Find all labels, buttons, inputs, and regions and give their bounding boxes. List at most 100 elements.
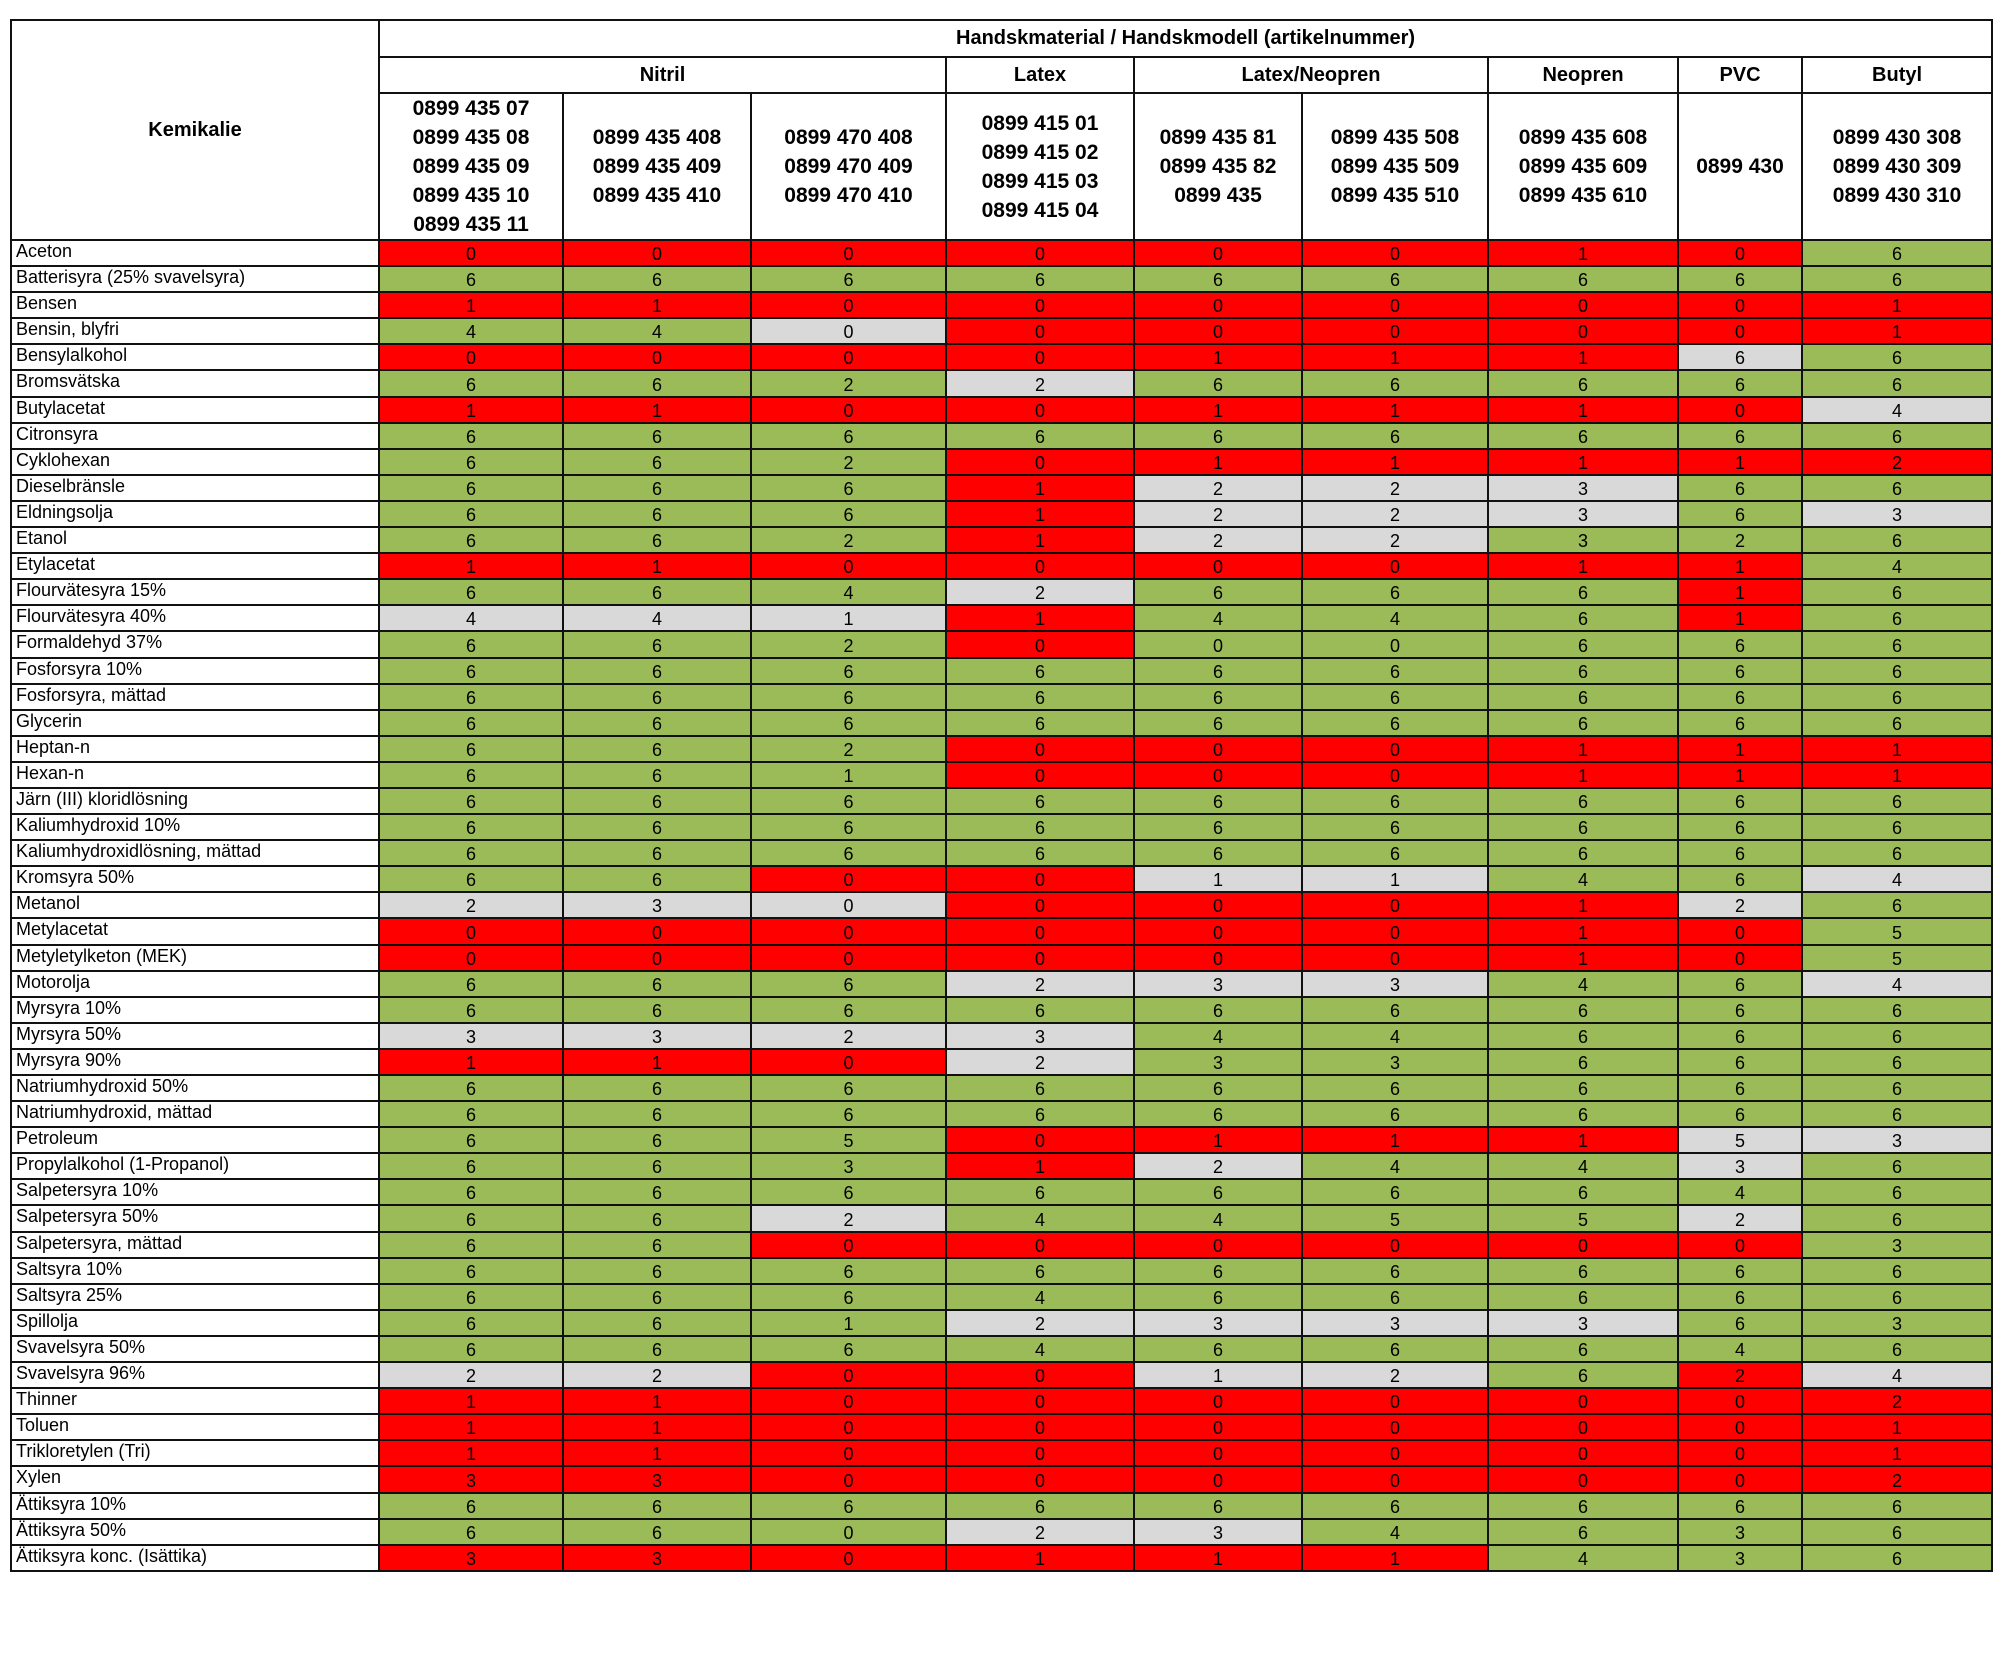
resistance-value-cell: 0 [945, 1230, 1135, 1259]
resistance-value-cell: 6 [1301, 1073, 1489, 1103]
resistance-value-cell: 6 [1301, 708, 1489, 737]
resistance-value-cell: 6 [1800, 1152, 1994, 1181]
resistance-value-cell: 6 [1800, 369, 1994, 398]
resistance-value-cell: 2 [945, 1308, 1135, 1337]
resistance-value-cell: 3 [378, 1543, 564, 1572]
table-row: Kaliumhydroxidlösning, mättad 6 6 6 6 6 6 6 6 6 [10, 839, 1994, 868]
resistance-value-cell: 6 [1800, 526, 1994, 555]
resistance-value-cell: 2 [1677, 526, 1803, 555]
resistance-value-cell: 1 [562, 1047, 752, 1077]
resistance-value-cell: 6 [1487, 1361, 1679, 1390]
resistance-value-cell: 6 [1677, 1073, 1803, 1103]
table-row: Fosforsyra 10% 6 6 6 6 6 6 6 6 6 [10, 656, 1994, 685]
resistance-value-cell: 6 [1677, 1021, 1803, 1050]
resistance-value-cell: 6 [1800, 813, 1994, 842]
article-number-cell: 0899 430 308 0899 430 309 0899 430 310 [1800, 92, 1994, 241]
resistance-value-cell: 0 [1677, 317, 1803, 346]
resistance-value-cell: 6 [1800, 839, 1994, 868]
resistance-value-cell: 6 [1677, 1308, 1803, 1337]
resistance-value-cell: 6 [1301, 369, 1489, 398]
article-number: 0899 435 608 [1518, 126, 1648, 149]
resistance-value-cell: 0 [378, 343, 564, 372]
resistance-value-cell: 1 [750, 604, 947, 633]
table-row: Ättiksyra 10% 6 6 6 6 6 6 6 6 6 [10, 1491, 1994, 1520]
resistance-value-cell: 1 [1800, 317, 1994, 346]
resistance-value-cell: 0 [750, 317, 947, 346]
article-number-cell: 0899 470 408 0899 470 409 0899 470 410 [750, 92, 947, 241]
resistance-value-cell: 3 [562, 891, 752, 920]
chemical-name: Ättiksyra konc. (Isättika) [10, 1543, 380, 1572]
resistance-value-cell: 6 [750, 473, 947, 502]
resistance-value-cell: 1 [1487, 395, 1679, 424]
article-number: 0899 435 09 [412, 155, 530, 178]
resistance-value-cell: 1 [1677, 760, 1803, 789]
table-row: Kaliumhydroxid 10% 6 6 6 6 6 6 6 6 6 [10, 813, 1994, 842]
resistance-value-cell: 0 [750, 917, 947, 946]
resistance-value-cell: 0 [1301, 1439, 1489, 1468]
resistance-value-cell: 3 [1301, 1047, 1489, 1077]
chemical-name: Bensin, blyfri [10, 317, 380, 346]
table-row: Aceton 0 0 0 0 0 0 1 0 6 [10, 238, 1994, 268]
resistance-value-cell: 6 [750, 656, 947, 685]
chemical-name: Motorolja [10, 969, 380, 998]
table-row: Flourvätesyra 15% 6 6 4 2 6 6 6 1 6 [10, 578, 1994, 607]
resistance-value-cell: 1 [1133, 1543, 1303, 1572]
resistance-value-cell: 1 [1487, 943, 1679, 972]
chemical-name: Eldningsolja [10, 499, 380, 529]
resistance-value-cell: 0 [1133, 1465, 1303, 1494]
resistance-value-cell: 0 [1133, 891, 1303, 920]
chemical-name: Saltsyra 10% [10, 1256, 380, 1285]
resistance-value-cell: 1 [1800, 291, 1994, 320]
table-row: Salpetersyra 50% 6 6 2 4 4 5 5 2 6 [10, 1204, 1994, 1233]
resistance-value-cell: 3 [378, 1021, 564, 1050]
resistance-value-cell: 0 [945, 891, 1135, 920]
resistance-value-cell: 0 [945, 760, 1135, 789]
resistance-value-cell: 1 [562, 552, 752, 581]
chemical-name: Citronsyra [10, 421, 380, 450]
chemical-name: Salpetersyra, mättad [10, 1230, 380, 1259]
resistance-value-cell: 0 [750, 1517, 947, 1546]
resistance-value-cell: 1 [1133, 1361, 1303, 1390]
chemical-name: Metyletylketon (MEK) [10, 943, 380, 972]
table-row: Myrsyra 90% 1 1 0 2 3 3 6 6 6 [10, 1047, 1994, 1077]
resistance-value-cell: 0 [945, 317, 1135, 346]
resistance-value-cell: 6 [1301, 578, 1489, 607]
resistance-value-cell: 2 [945, 369, 1135, 398]
article-number: 0899 415 02 [981, 140, 1099, 164]
resistance-value-cell: 6 [562, 473, 752, 502]
resistance-value-cell: 6 [1301, 1491, 1489, 1520]
table-row: Trikloretylen (Tri) 1 1 0 0 0 0 0 0 1 [10, 1439, 1994, 1468]
resistance-value-cell: 0 [750, 395, 947, 424]
resistance-value-cell: 1 [1487, 734, 1679, 763]
article-number: 0899 430 309 [1832, 155, 1962, 178]
table-row: Hexan-n 6 6 1 0 0 0 1 1 1 [10, 760, 1994, 789]
resistance-value-cell: 6 [1133, 1256, 1303, 1285]
resistance-value-cell: 6 [378, 995, 564, 1024]
resistance-value-cell: 1 [1677, 447, 1803, 476]
resistance-value-cell: 6 [562, 1491, 752, 1520]
article-number-cell: 0899 435 508 0899 435 509 0899 435 510 [1301, 92, 1489, 241]
resistance-value-cell: 2 [1800, 1387, 1994, 1416]
resistance-value-cell: 0 [750, 865, 947, 894]
resistance-value-cell: 2 [750, 447, 947, 476]
resistance-value-cell: 3 [1677, 1543, 1803, 1572]
resistance-value-cell: 6 [1800, 1100, 1994, 1129]
resistance-value-cell: 1 [1487, 447, 1679, 476]
resistance-value-cell: 0 [562, 943, 752, 972]
resistance-value-cell: 1 [1133, 1126, 1303, 1155]
resistance-value-cell: 6 [378, 499, 564, 529]
article-number: 0899 435 508 [1330, 126, 1460, 149]
resistance-value-cell: 0 [1133, 1387, 1303, 1416]
table-row: Flourvätesyra 40% 4 4 1 1 4 4 6 1 6 [10, 604, 1994, 633]
table-row: Spillolja 6 6 1 2 3 3 3 6 3 [10, 1308, 1994, 1337]
resistance-value-cell: 6 [1677, 839, 1803, 868]
resistance-value-cell: 0 [1133, 943, 1303, 972]
resistance-value-cell: 6 [1487, 1047, 1679, 1077]
resistance-value-cell: 6 [1800, 786, 1994, 816]
resistance-value-cell: 3 [562, 1021, 752, 1050]
chemical-name: Propylalkohol (1-Propanol) [10, 1152, 380, 1181]
chemical-name: Xylen [10, 1465, 380, 1494]
resistance-value-cell: 0 [945, 630, 1135, 659]
resistance-value-cell: 6 [945, 708, 1135, 737]
resistance-value-cell: 1 [1487, 552, 1679, 581]
